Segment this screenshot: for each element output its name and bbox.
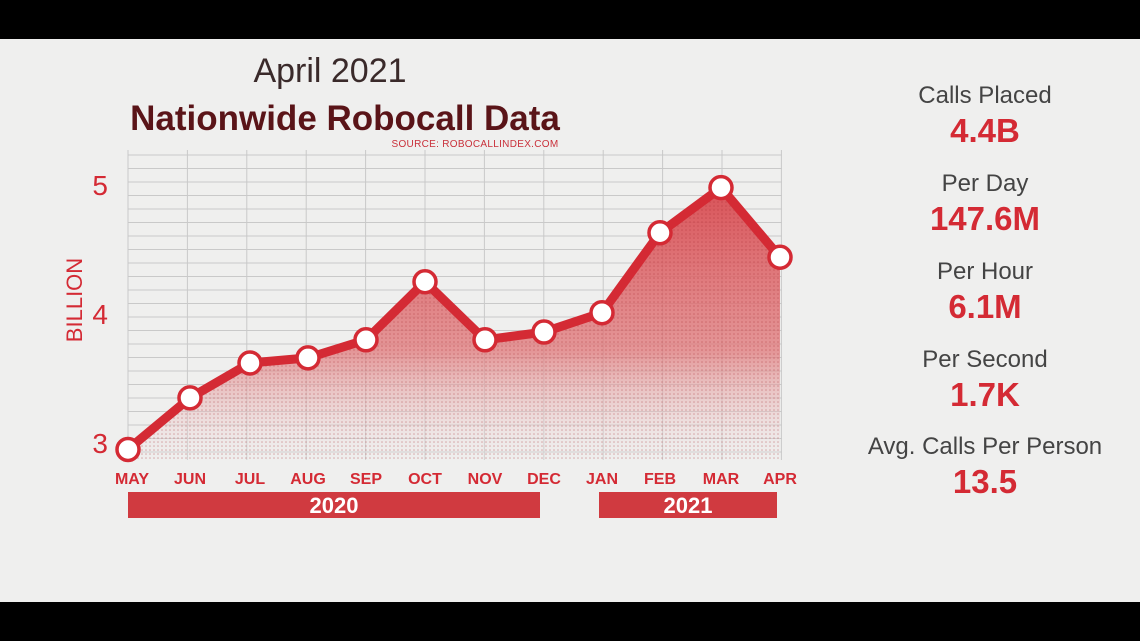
- data-point: [472, 327, 498, 353]
- stat-label: Per Hour: [936, 258, 1034, 285]
- x-tick-label: JAN: [586, 471, 618, 488]
- x-tick-label: MAR: [703, 471, 740, 488]
- data-point: [353, 327, 379, 353]
- x-tick-label: SEP: [350, 471, 382, 488]
- x-tick-label: APR: [763, 471, 797, 488]
- stat-value: 4.4B: [950, 112, 1020, 149]
- stat-label: Avg. Calls Per Person: [867, 433, 1103, 460]
- data-point: [237, 350, 263, 376]
- series-area-texture: [128, 187, 780, 460]
- source-note: SOURCE: ROBOCALLINDEX.COM: [391, 139, 559, 150]
- x-tick-label: OCT: [408, 471, 442, 488]
- data-point: [115, 436, 141, 463]
- x-tick-label: JUL: [235, 471, 265, 488]
- stat-value: 147.6M: [929, 200, 1041, 237]
- data-point: [295, 345, 321, 371]
- y-tick-label: 4: [92, 299, 108, 330]
- stat-value: 6.1M: [948, 288, 1022, 325]
- chart-title: April 2021: [253, 52, 407, 90]
- stat-value: 1.7K: [950, 376, 1020, 413]
- data-point: [647, 219, 673, 246]
- data-point: [531, 319, 557, 345]
- year-bar-label: 2021: [664, 493, 713, 518]
- y-tick-label: 5: [92, 170, 108, 201]
- year-bar: [128, 492, 540, 518]
- x-tick-label: AUG: [290, 471, 326, 488]
- data-point: [177, 385, 203, 411]
- x-tick-label: NOV: [468, 471, 503, 488]
- stat-label: Per Second: [922, 346, 1048, 373]
- data-point: [412, 269, 438, 295]
- chart-subtitle: Nationwide Robocall Data: [130, 99, 560, 138]
- y-tick-label: 3: [92, 428, 108, 459]
- data-point: [589, 299, 615, 326]
- x-tick-label: DEC: [527, 471, 561, 488]
- x-tick-label: MAY: [115, 471, 149, 488]
- year-bar-label: 2020: [310, 493, 359, 518]
- year-bar: [599, 492, 777, 518]
- stat-label: Per Day: [941, 170, 1029, 197]
- x-tick-label: JUN: [174, 471, 206, 488]
- x-tick-label: FEB: [644, 471, 676, 488]
- stat-label: Calls Placed: [918, 82, 1052, 109]
- data-point: [767, 244, 793, 270]
- data-point: [708, 174, 734, 201]
- stat-value: 13.5: [952, 463, 1018, 500]
- y-axis-label: BILLION: [62, 258, 87, 342]
